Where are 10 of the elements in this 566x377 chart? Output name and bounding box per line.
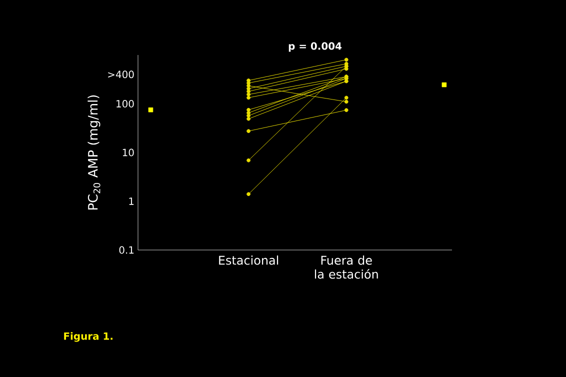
text: p = 0.004 (288, 42, 342, 52)
y-tick-label: >400 (108, 70, 134, 78)
x-tick-label: Fuera de la estación (314, 256, 378, 279)
y-tick-label: 10 (122, 148, 134, 156)
y-axis-title: PC$_{20}$ AMP (mg/ml) (88, 95, 100, 210)
y-tick-label: 0.1 (119, 246, 134, 254)
x-tick-label: Estacional (219, 256, 278, 265)
text: Figura 1. (64, 332, 112, 342)
y-tick-label: 1 (129, 198, 134, 205)
y-tick-label: 100 (116, 100, 134, 108)
